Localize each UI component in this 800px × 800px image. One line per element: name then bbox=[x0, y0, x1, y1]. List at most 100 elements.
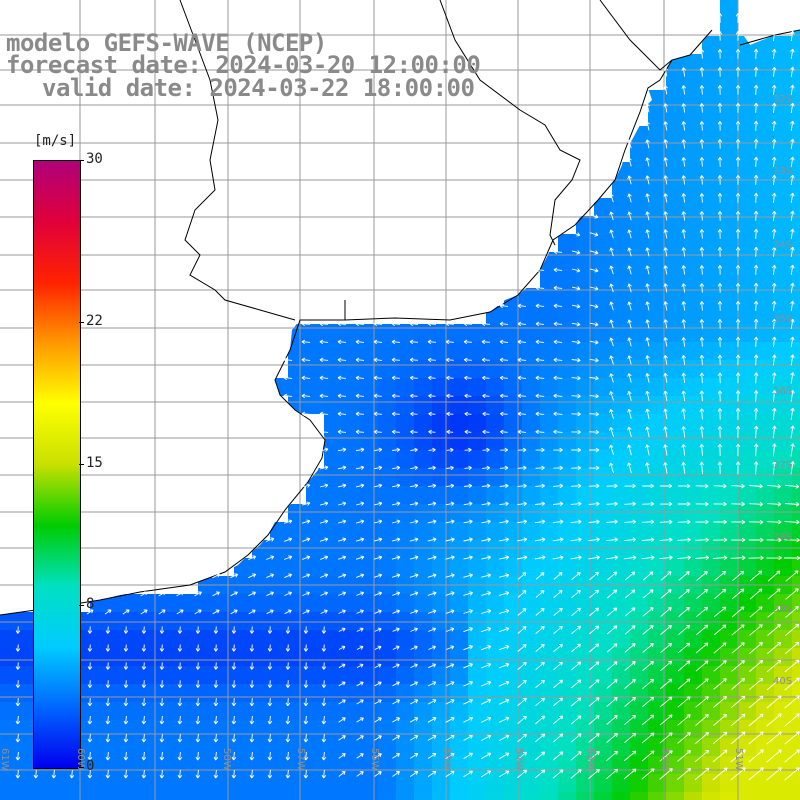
wind-speed-cell bbox=[666, 450, 684, 468]
wind-speed-cell bbox=[720, 144, 738, 162]
wind-vector-arrow bbox=[553, 483, 564, 489]
wind-speed-cell bbox=[414, 486, 432, 504]
wind-vector-arrow bbox=[771, 120, 777, 131]
wind-speed-cell bbox=[126, 666, 144, 684]
wind-speed-cell bbox=[612, 342, 630, 360]
wind-speed-cell bbox=[378, 702, 396, 720]
wind-speed-cell bbox=[702, 216, 720, 234]
wind-vector-arrow bbox=[790, 102, 795, 113]
wind-vector-arrow bbox=[535, 608, 545, 616]
wind-speed-cell bbox=[594, 468, 612, 486]
wind-speed-cell bbox=[396, 414, 414, 432]
wind-speed-cell bbox=[414, 450, 432, 468]
wind-speed-cell bbox=[792, 630, 800, 648]
wind-vector-arrow bbox=[302, 573, 311, 578]
wind-vector-arrow bbox=[771, 228, 777, 239]
wind-vector-arrow bbox=[607, 571, 618, 581]
wind-speed-cell bbox=[162, 594, 180, 612]
wind-vector-arrow bbox=[15, 751, 21, 761]
wind-vector-arrow bbox=[735, 408, 741, 420]
wind-speed-cell bbox=[396, 468, 414, 486]
wind-vector-arrow bbox=[659, 537, 673, 542]
wind-speed-cell bbox=[18, 666, 36, 684]
wind-speed-cell bbox=[648, 540, 666, 558]
wind-speed-cell bbox=[558, 306, 576, 324]
wind-vector-arrow bbox=[445, 716, 455, 723]
wind-vector-arrow bbox=[753, 66, 759, 77]
wind-speed-cell bbox=[90, 792, 108, 800]
wind-vector-arrow bbox=[771, 102, 777, 113]
wind-speed-cell bbox=[540, 702, 558, 720]
wind-speed-cell bbox=[504, 324, 522, 342]
wind-vector-arrow bbox=[552, 501, 564, 507]
wind-vector-arrow bbox=[500, 411, 508, 417]
wind-vector-arrow bbox=[392, 483, 401, 488]
wind-speed-cell bbox=[594, 486, 612, 504]
wind-speed-cell bbox=[180, 648, 198, 666]
wind-speed-cell bbox=[144, 630, 162, 648]
wind-speed-cell bbox=[558, 594, 576, 612]
wind-vector-arrow bbox=[177, 769, 183, 779]
wind-vector-arrow bbox=[410, 429, 418, 435]
wind-speed-cell bbox=[216, 630, 234, 648]
wind-vector-arrow bbox=[123, 733, 129, 743]
wind-vector-arrow bbox=[535, 679, 545, 689]
wind-speed-cell bbox=[720, 162, 738, 180]
wind-speed-cell bbox=[288, 738, 306, 756]
wind-speed-cell bbox=[720, 18, 738, 36]
wind-vector-arrow bbox=[105, 769, 111, 779]
wind-vector-arrow bbox=[642, 678, 655, 690]
wind-vector-arrow bbox=[195, 715, 201, 725]
wind-vector-arrow bbox=[627, 175, 632, 185]
wind-speed-cell bbox=[396, 738, 414, 756]
wind-speed-cell bbox=[648, 198, 666, 216]
wind-vector-arrow bbox=[731, 501, 745, 507]
wind-vector-arrow bbox=[373, 321, 383, 327]
wind-vector-arrow bbox=[302, 591, 310, 597]
wind-speed-cell bbox=[540, 324, 558, 342]
wind-vector-arrow bbox=[645, 283, 650, 293]
wind-vector-arrow bbox=[771, 48, 777, 59]
wind-vector-arrow bbox=[392, 681, 400, 687]
wind-speed-cell bbox=[216, 774, 234, 792]
wind-speed-cell bbox=[270, 792, 288, 800]
wind-vector-arrow bbox=[717, 157, 723, 167]
wind-vector-arrow bbox=[337, 447, 347, 452]
wind-vector-arrow bbox=[699, 193, 705, 203]
wind-vector-arrow bbox=[589, 268, 599, 273]
wind-speed-cell bbox=[666, 126, 684, 144]
wind-speed-cell bbox=[468, 540, 486, 558]
wind-speed-cell bbox=[576, 270, 594, 288]
wind-vector-arrow bbox=[753, 102, 759, 113]
wind-vector-arrow bbox=[663, 211, 668, 221]
wind-speed-cell bbox=[540, 342, 558, 360]
wind-vector-arrow bbox=[627, 319, 632, 329]
wind-speed-cell bbox=[162, 756, 180, 774]
wind-vector-arrow bbox=[694, 767, 710, 781]
wind-speed-cell bbox=[720, 396, 738, 414]
wind-speed-cell bbox=[792, 504, 800, 522]
wind-speed-cell bbox=[306, 360, 324, 378]
wind-speed-cell bbox=[324, 450, 342, 468]
wind-speed-cell bbox=[396, 378, 414, 396]
wind-vector-arrow bbox=[159, 733, 165, 743]
wind-speed-cell bbox=[306, 396, 324, 414]
wind-vector-arrow bbox=[571, 375, 581, 381]
wind-speed-cell bbox=[666, 288, 684, 306]
wind-speed-cell bbox=[702, 666, 720, 684]
wind-vector-arrow bbox=[785, 588, 799, 600]
wind-vector-arrow bbox=[624, 714, 637, 726]
wind-speed-cell bbox=[792, 468, 800, 486]
wind-speed-cell bbox=[666, 504, 684, 522]
wind-vector-arrow bbox=[645, 139, 650, 149]
wind-speed-cell bbox=[738, 648, 756, 666]
wind-speed-cell bbox=[702, 162, 720, 180]
wind-vector-arrow bbox=[699, 354, 705, 365]
wind-vector-arrow bbox=[87, 626, 93, 634]
wind-vector-arrow bbox=[141, 751, 147, 761]
wind-speed-cell bbox=[234, 702, 252, 720]
wind-vector-arrow bbox=[681, 283, 687, 293]
wind-vector-arrow bbox=[589, 286, 599, 291]
wind-vector-arrow bbox=[589, 232, 599, 237]
wind-vector-arrow bbox=[627, 373, 632, 383]
